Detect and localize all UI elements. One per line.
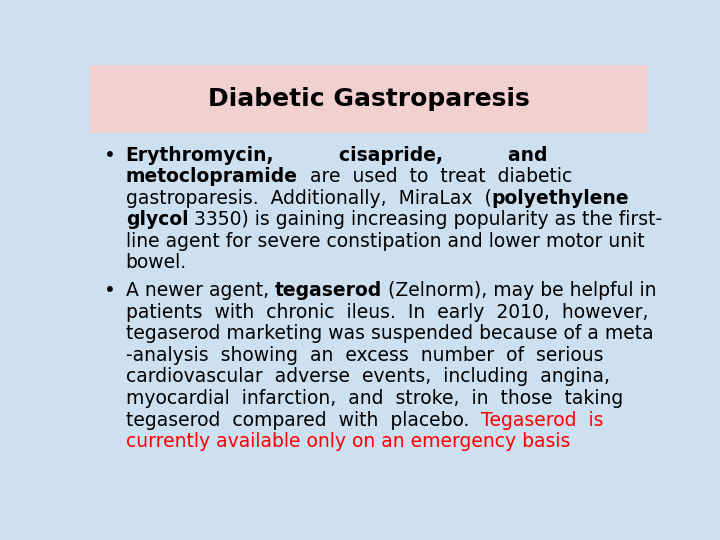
- Text: metoclopramide: metoclopramide: [126, 167, 297, 186]
- Text: -analysis  showing  an  excess  number  of  serious: -analysis showing an excess number of se…: [126, 346, 603, 365]
- Text: currently available only on an emergency basis: currently available only on an emergency…: [126, 432, 570, 451]
- Text: A newer agent,: A newer agent,: [126, 281, 275, 300]
- Text: and: and: [443, 146, 548, 165]
- Text: tegaserod marketing was suspended because of a meta: tegaserod marketing was suspended becaus…: [126, 325, 653, 343]
- Text: cardiovascular  adverse  events,  including  angina,: cardiovascular adverse events, including…: [126, 367, 610, 387]
- Text: line agent for severe constipation and lower motor unit: line agent for severe constipation and l…: [126, 232, 644, 251]
- Text: patients  with  chronic  ileus.  In  early  2010,  however,: patients with chronic ileus. In early 20…: [126, 303, 648, 322]
- Text: bowel.: bowel.: [126, 253, 186, 273]
- Text: polyethylene: polyethylene: [492, 189, 629, 208]
- Text: 3350) is gaining increasing popularity as the first-: 3350) is gaining increasing popularity a…: [188, 211, 662, 229]
- Text: •: •: [104, 281, 116, 300]
- Text: tegaserod  compared  with  placebo.: tegaserod compared with placebo.: [126, 410, 481, 429]
- Text: Tegaserod  is: Tegaserod is: [481, 410, 603, 429]
- Text: •: •: [104, 146, 116, 165]
- Text: Diabetic Gastroparesis: Diabetic Gastroparesis: [208, 87, 530, 111]
- Bar: [90, 65, 648, 132]
- Text: myocardial  infarction,  and  stroke,  in  those  taking: myocardial infarction, and stroke, in th…: [126, 389, 623, 408]
- Text: cisapride,: cisapride,: [274, 146, 443, 165]
- Text: glycol: glycol: [126, 211, 188, 229]
- Text: are  used  to  treat  diabetic: are used to treat diabetic: [297, 167, 572, 186]
- Text: Erythromycin,: Erythromycin,: [126, 146, 274, 165]
- Text: (Zelnorm), may be helpful in: (Zelnorm), may be helpful in: [382, 281, 657, 300]
- Text: tegaserod: tegaserod: [275, 281, 382, 300]
- Text: gastroparesis.  Additionally,  MiraLax  (: gastroparesis. Additionally, MiraLax (: [126, 189, 492, 208]
